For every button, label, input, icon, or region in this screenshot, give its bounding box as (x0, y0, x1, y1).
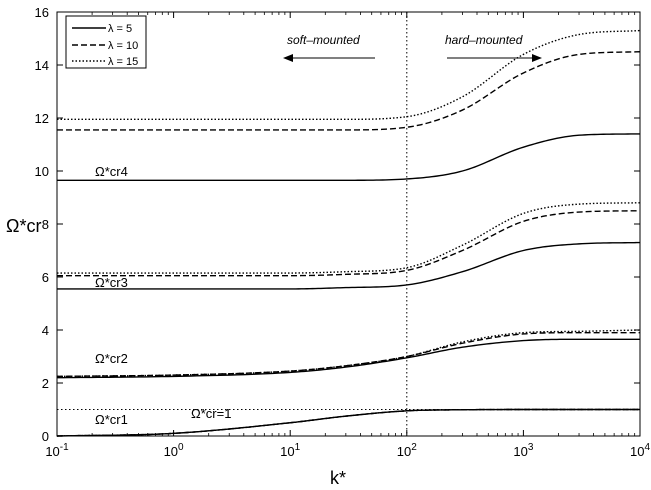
series-line-mode4-lambda-5 (57, 133, 641, 181)
left-arrow (283, 54, 375, 62)
y-tick-label: 16 (35, 5, 49, 20)
curve-label-cr4: Ω*cr4 (95, 164, 128, 179)
curve-label-cr2: Ω*cr2 (95, 351, 128, 366)
x-tick-label: 10-1 (45, 442, 69, 459)
x-tick-label: 104 (630, 442, 650, 459)
y-tick-label: 14 (35, 58, 49, 73)
y-tick-label: 10 (35, 164, 49, 179)
hard-mounted-label: hard–mounted (445, 33, 523, 47)
y-tick-label: 12 (35, 111, 49, 126)
y-tick-label: 0 (42, 429, 49, 444)
legend-box (65, 15, 147, 69)
legend: λ = 5 λ = 10 λ = 15 (65, 15, 147, 69)
series-line-mode3-lambda-10 (56, 210, 641, 277)
x-tick-label: 101 (280, 442, 300, 459)
x-tick-label: 103 (513, 442, 533, 459)
series-line-mode4-lambda-10 (57, 51, 641, 131)
annotations-layer: soft–mounted hard–mounted Ω*cr=1 Ω*cr4 Ω… (57, 12, 640, 436)
x-axis-label: k* (330, 468, 346, 488)
reference-line-label: Ω*cr=1 (191, 406, 231, 421)
series-line-mode2-lambda-5 (56, 338, 640, 379)
series-line-mode3-lambda-15 (57, 202, 641, 274)
series-line-mode4-lambda-15 (57, 29, 641, 121)
legend-label-lambda-10: λ = 10 (108, 40, 138, 52)
x-tick-label: 102 (397, 442, 417, 459)
x-tick-label: 100 (164, 442, 184, 459)
soft-mounted-label: soft–mounted (287, 33, 360, 47)
curve-label-cr3: Ω*cr3 (95, 275, 128, 290)
legend-label-lambda-5: λ = 5 (108, 23, 132, 35)
y-axis-label: Ω*cr (6, 216, 41, 236)
plot-area-frame (56, 11, 641, 437)
y-tick-label: 6 (42, 270, 49, 285)
y-tick-label: 4 (42, 323, 49, 338)
legend-label-lambda-15: λ = 15 (108, 56, 138, 68)
ticks-layer: 10-1 100 101 102 103 104 0 2 4 6 8 10 12 14 16 (35, 5, 651, 459)
y-tick-label: 8 (42, 217, 49, 232)
y-tick-label: 2 (42, 376, 49, 391)
right-arrow (447, 54, 542, 62)
curve-label-cr1: Ω*cr1 (95, 412, 128, 427)
series-line-mode1-lambda-15 (56, 408, 640, 437)
